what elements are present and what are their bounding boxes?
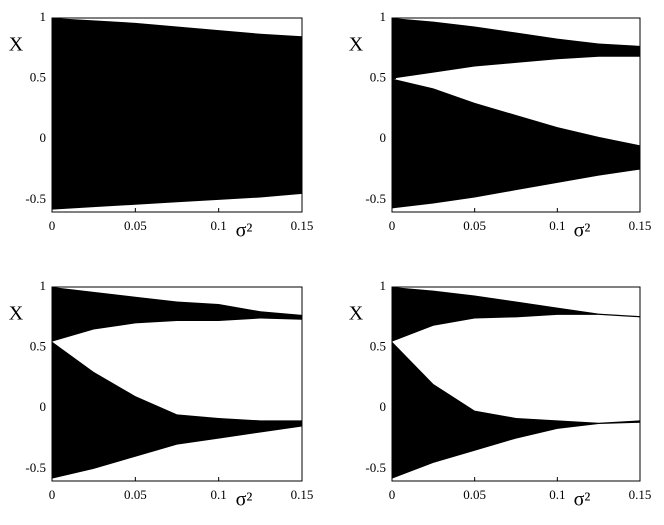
x-tick-label: 0 <box>49 218 56 233</box>
band <box>392 78 640 209</box>
x-tick-label: 0.05 <box>463 218 486 233</box>
y-tick-label: 0.5 <box>370 70 386 85</box>
band <box>52 18 302 210</box>
plot-frame <box>51 286 303 482</box>
x-tick-label: 0.05 <box>124 218 147 233</box>
x-tick-label: 0 <box>389 218 396 233</box>
y-axis-label: X <box>349 303 364 325</box>
panel-label: b <box>626 193 633 208</box>
y-tick-label: 0 <box>380 399 387 414</box>
x-tick-label: 0.15 <box>629 218 652 233</box>
x-tick-label: 0 <box>49 487 56 502</box>
band <box>392 18 640 79</box>
plot-frame <box>391 17 641 213</box>
y-axis-label: X <box>9 34 24 56</box>
x-tick-label: 0.15 <box>291 487 314 502</box>
y-tick-label: 0 <box>40 399 47 414</box>
y-tick-label: -0.5 <box>25 191 46 206</box>
band <box>52 287 302 342</box>
band <box>52 341 302 479</box>
panel-label: c <box>288 462 294 477</box>
y-tick-label: 0.5 <box>30 339 46 354</box>
y-axis-label: X <box>9 303 24 325</box>
x-tick-label: 0 <box>389 487 396 502</box>
panel-label: d <box>626 462 633 477</box>
plot-frame <box>391 286 641 482</box>
x-tick-label: 0.1 <box>549 487 565 502</box>
x-axis-label: σ² <box>574 489 591 511</box>
x-tick-label: 0.05 <box>124 487 147 502</box>
x-axis-label: σ² <box>236 220 253 242</box>
y-tick-label: 0 <box>380 130 387 145</box>
x-tick-label: 0.15 <box>629 487 652 502</box>
plot-frame <box>51 17 303 213</box>
x-axis-label: σ² <box>574 220 591 242</box>
y-tick-label: 1 <box>40 9 47 24</box>
y-tick-label: 1 <box>380 9 387 24</box>
x-tick-label: 0.1 <box>549 218 565 233</box>
x-tick-label: 0.1 <box>211 218 227 233</box>
band <box>392 287 640 342</box>
x-axis-label: σ² <box>236 489 253 511</box>
y-tick-label: -0.5 <box>365 191 386 206</box>
y-tick-label: 0 <box>40 130 47 145</box>
band <box>392 341 640 479</box>
y-axis-label: X <box>349 34 364 56</box>
y-tick-label: -0.5 <box>365 460 386 475</box>
x-tick-label: 0.05 <box>463 487 486 502</box>
y-tick-label: -0.5 <box>25 460 46 475</box>
y-tick-label: 1 <box>40 278 47 293</box>
x-tick-label: 0.15 <box>291 218 314 233</box>
x-tick-label: 0.1 <box>211 487 227 502</box>
y-tick-label: 1 <box>380 278 387 293</box>
y-tick-label: 0.5 <box>370 339 386 354</box>
y-tick-label: 0.5 <box>30 70 46 85</box>
panel-label: a <box>288 193 294 208</box>
